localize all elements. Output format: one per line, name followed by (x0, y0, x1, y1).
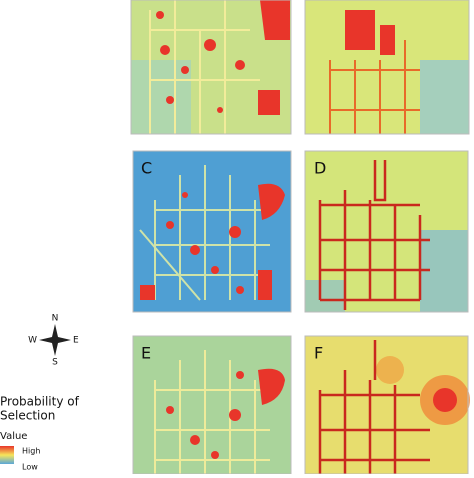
map-f: F (304, 335, 470, 475)
compass-east: E (73, 336, 79, 346)
legend-low: Low (22, 463, 38, 472)
legend-title: Selection (0, 409, 55, 423)
legend-subtitle: Value (0, 431, 27, 442)
map-e: E (132, 335, 292, 475)
map-top-right (304, 0, 470, 135)
compass-north: N (52, 314, 59, 324)
panel-label: E (141, 344, 151, 363)
map-c: C (132, 150, 292, 313)
panel-label: C (141, 159, 152, 178)
legend-title: Probability of (0, 395, 80, 409)
compass: N S E W (28, 314, 79, 368)
compass-west: W (28, 336, 37, 346)
legend-high: High (22, 447, 40, 456)
color-ramp (0, 446, 14, 464)
map-d: D (304, 150, 469, 313)
panel-label: F (314, 344, 323, 363)
map-top-left (130, 0, 292, 135)
panel-label: D (314, 159, 326, 178)
compass-south: S (52, 358, 58, 368)
legend: Probability of Selection Value High Low (0, 395, 80, 472)
